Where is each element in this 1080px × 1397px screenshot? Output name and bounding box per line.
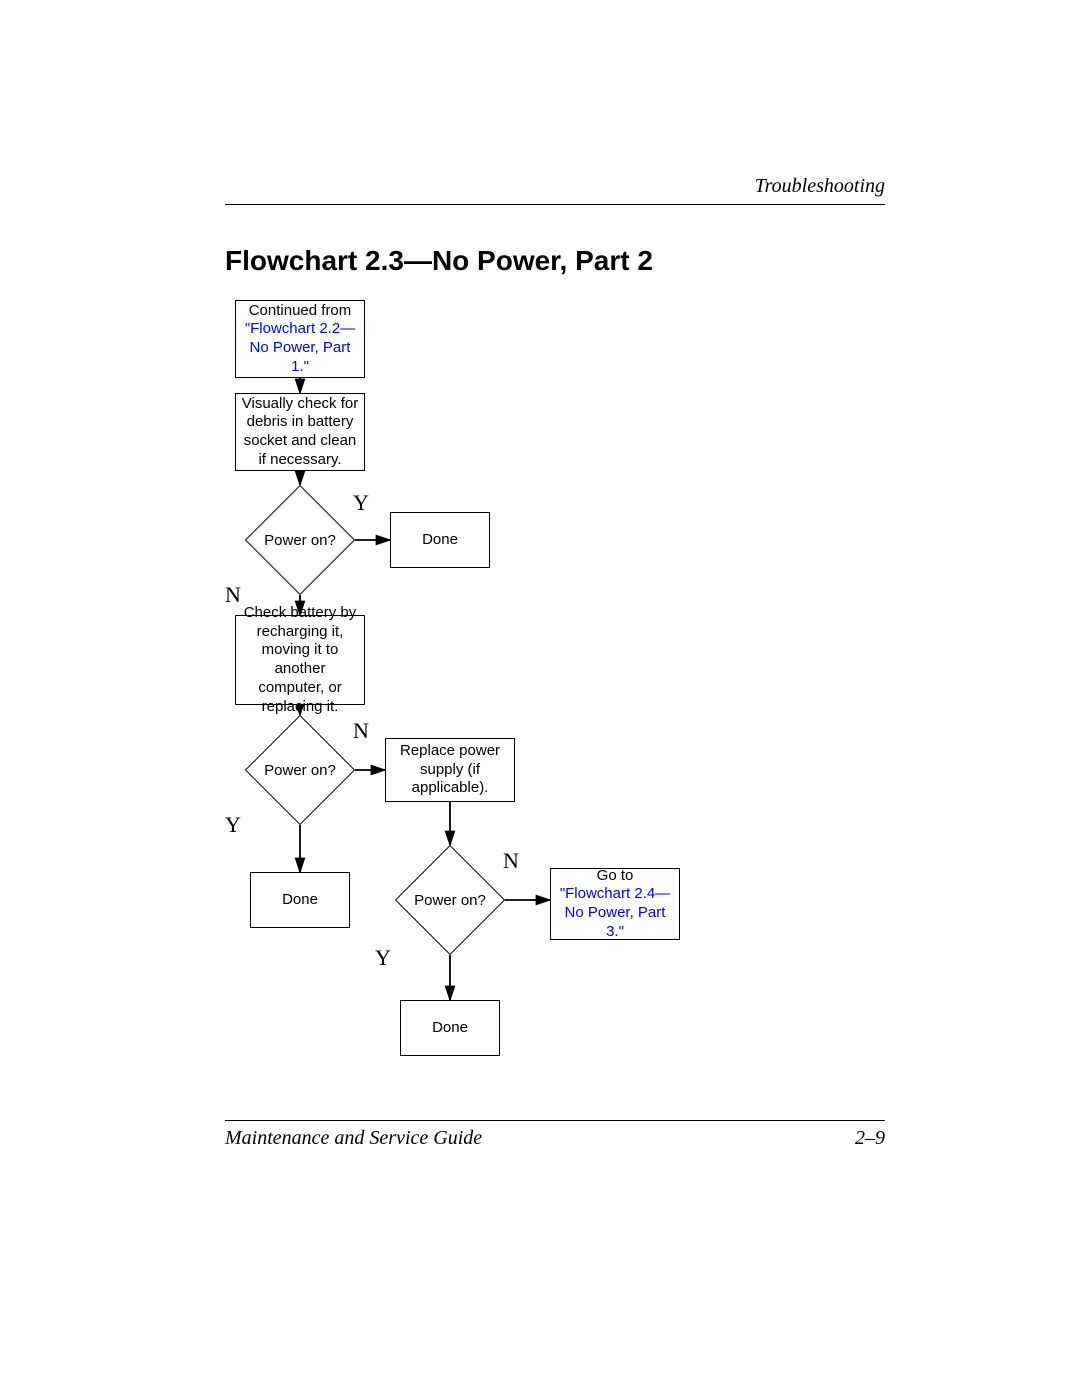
continued-prefix: Continued from: [249, 302, 352, 321]
goto-link[interactable]: "Flowchart 2.4—No Power, Part 3.": [555, 885, 675, 941]
node-done-3: Done: [400, 1000, 500, 1056]
decision-power-on-1-label: Power on?: [245, 485, 355, 595]
label-y-2: Y: [225, 812, 241, 838]
decision-power-on-1: Power on?: [245, 485, 355, 595]
goto-prefix: Go to: [597, 867, 634, 886]
node-goto: Go to "Flowchart 2.4—No Power, Part 3.": [550, 868, 680, 940]
node-continued-from: Continued from "Flowchart 2.2—No Power, …: [235, 300, 365, 378]
footer-page-number: 2–9: [855, 1127, 885, 1150]
label-n-2: N: [353, 718, 369, 744]
header-section-label: Troubleshooting: [225, 175, 885, 204]
footer-guide-label: Maintenance and Service Guide: [225, 1127, 482, 1150]
node-done-2: Done: [250, 872, 350, 928]
decision-power-on-3-label: Power on?: [395, 845, 505, 955]
node-check-battery: Check battery by recharging it, moving i…: [235, 615, 365, 705]
page-title: Flowchart 2.3—No Power, Part 2: [225, 245, 653, 277]
label-n-3: N: [503, 848, 519, 874]
page-header: Troubleshooting: [225, 175, 885, 205]
decision-power-on-2-label: Power on?: [245, 715, 355, 825]
decision-power-on-2: Power on?: [245, 715, 355, 825]
label-n-1: N: [225, 582, 241, 608]
continued-link[interactable]: "Flowchart 2.2—No Power, Part 1.": [240, 320, 360, 376]
page-footer: Maintenance and Service Guide 2–9: [225, 1120, 885, 1150]
label-y-1: Y: [353, 490, 369, 516]
footer-rule: [225, 1120, 885, 1121]
header-rule: [225, 204, 885, 205]
document-page: Troubleshooting Flowchart 2.3—No Power, …: [0, 0, 1080, 1397]
label-y-3: Y: [375, 945, 391, 971]
node-replace-power-supply: Replace power supply (if applicable).: [385, 738, 515, 802]
decision-power-on-3: Power on?: [395, 845, 505, 955]
node-done-1: Done: [390, 512, 490, 568]
flowchart-diagram: Continued from "Flowchart 2.2—No Power, …: [225, 300, 885, 1100]
node-visual-check: Visually check for debris in battery soc…: [235, 393, 365, 471]
